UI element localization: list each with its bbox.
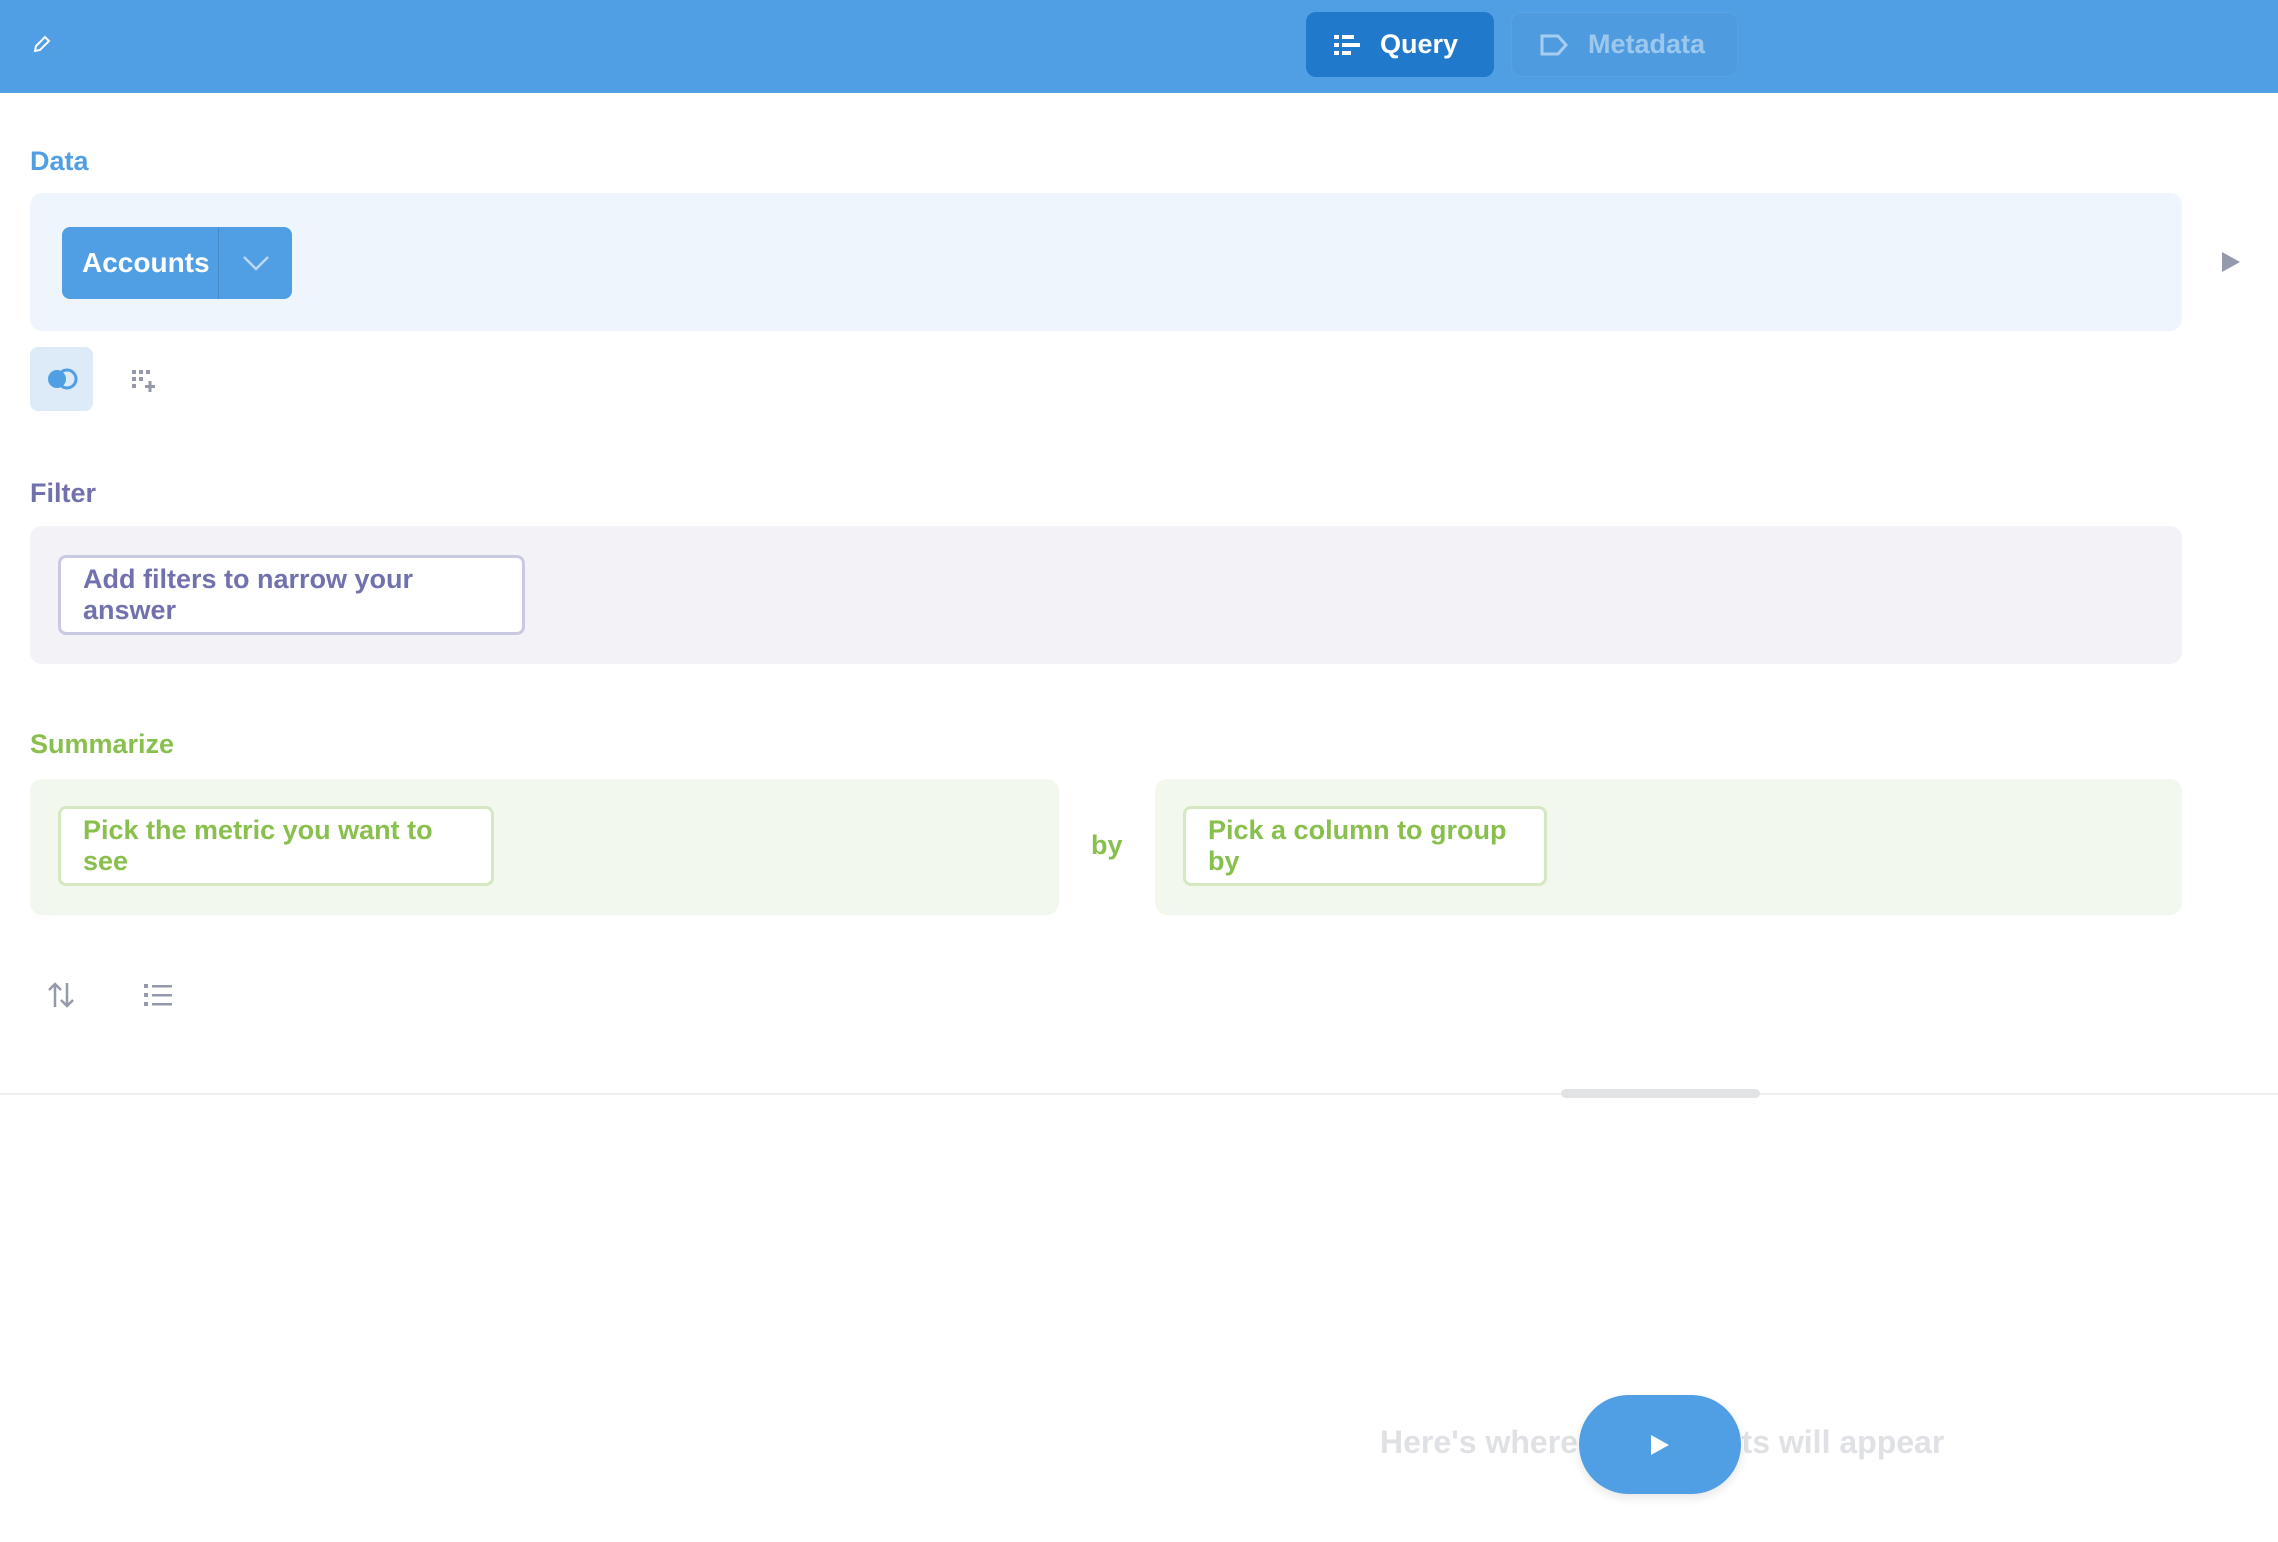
tag-icon <box>1540 34 1568 55</box>
custom-column-icon[interactable] <box>130 368 156 394</box>
join-button[interactable] <box>30 347 93 411</box>
join-icon <box>47 368 77 390</box>
pencil-icon[interactable] <box>32 34 52 54</box>
play-icon <box>1651 1434 1669 1455</box>
list-icon <box>1334 34 1360 55</box>
header: Query Metadata <box>0 0 2278 93</box>
data-section-label: Data <box>30 146 89 176</box>
run-query-button[interactable] <box>1579 1395 1741 1494</box>
tab-metadata-label: Metadata <box>1588 29 1706 59</box>
table-name[interactable]: Accounts <box>62 227 219 299</box>
tab-query-label: Query <box>1380 29 1459 59</box>
filter-section-label: Filter <box>30 478 97 508</box>
pick-metric-button[interactable]: Pick the metric you want to see <box>58 806 494 886</box>
summarize-section-label: Summarize <box>30 729 175 759</box>
tab-metadata[interactable]: Metadata <box>1511 12 1738 77</box>
pick-group-button[interactable]: Pick a column to group by <box>1183 806 1547 886</box>
table-picker[interactable]: Accounts <box>62 227 292 299</box>
limit-list-icon[interactable] <box>144 983 172 1007</box>
preview-play-icon[interactable] <box>2222 252 2240 272</box>
sort-icon[interactable] <box>47 981 75 1009</box>
add-filter-button[interactable]: Add filters to narrow your answer <box>58 555 525 635</box>
chevron-down-icon[interactable] <box>219 227 292 299</box>
data-step <box>30 193 2182 331</box>
tab-query[interactable]: Query <box>1306 12 1494 77</box>
divider <box>0 1093 2278 1095</box>
resize-handle[interactable] <box>1561 1089 1760 1098</box>
by-label: by <box>1091 830 1123 860</box>
